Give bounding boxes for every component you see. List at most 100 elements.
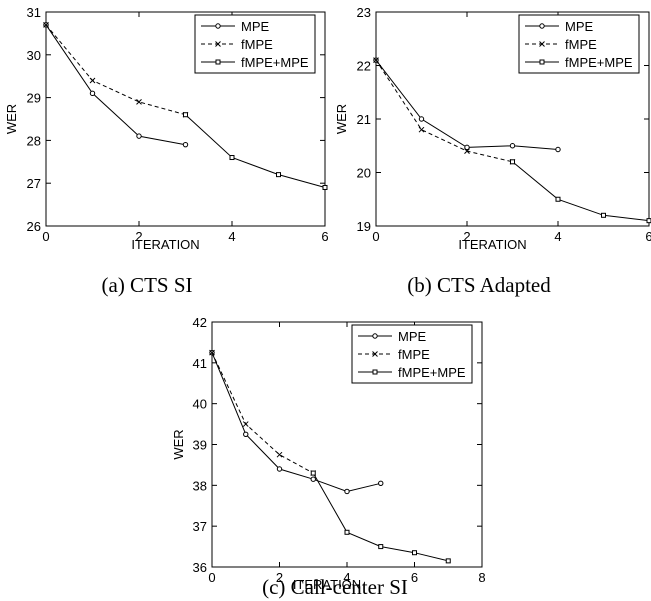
x-tick-label: 2	[135, 229, 142, 244]
x-tick-label: 0	[208, 570, 215, 585]
data-point-fmpe-mpe	[646, 218, 651, 224]
x-tick-label: 0	[42, 229, 49, 244]
x-axis-label: ITERATION	[131, 237, 199, 252]
series-line-fmpe-mpe	[185, 114, 326, 188]
legend-label: MPE	[241, 19, 270, 34]
x-tick-label: 4	[228, 229, 235, 244]
legend-label: fMPE	[241, 37, 273, 52]
y-tick-label: 19	[357, 219, 371, 234]
data-point-fmpe	[209, 349, 215, 356]
y-tick-label: 39	[193, 438, 207, 453]
data-point-fmpe	[136, 99, 142, 105]
series-line-fmpe	[45, 24, 186, 116]
y-tick-label: 23	[357, 5, 371, 20]
data-point-fmpe	[43, 21, 49, 28]
series-line-fmpe	[375, 59, 513, 163]
legend-marker	[372, 351, 378, 357]
legend-label: fMPE+MPE	[398, 365, 466, 380]
legend-marker	[372, 369, 378, 375]
legend-marker	[372, 333, 378, 339]
y-tick-label: 28	[27, 133, 41, 148]
x-tick-label: 4	[343, 570, 350, 585]
data-point-mpe	[243, 431, 249, 437]
data-point-fmpe-mpe	[510, 159, 515, 165]
y-tick-label: 37	[193, 519, 207, 534]
y-tick-label: 38	[193, 478, 207, 493]
y-tick-label: 21	[357, 112, 371, 127]
data-point-mpe	[136, 133, 142, 139]
y-tick-label: 27	[27, 176, 41, 191]
legend-label: fMPE	[398, 347, 430, 362]
data-point-mpe	[378, 480, 384, 486]
data-point-fmpe	[242, 421, 249, 427]
x-tick-label: 6	[645, 229, 651, 244]
data-point-fmpe-mpe	[344, 529, 350, 535]
x-tick-label: 2	[463, 229, 470, 244]
legend: MPE fMPE fMPE+MPE	[351, 324, 473, 384]
y-tick-label: 42	[193, 315, 207, 330]
series-line-mpe	[211, 352, 381, 493]
legend-label: fMPE	[565, 37, 597, 52]
y-tick-label: 20	[357, 166, 371, 181]
legend-label: fMPE+MPE	[565, 55, 633, 70]
data-point-mpe	[464, 144, 470, 151]
data-point-fmpe	[373, 57, 379, 64]
series-line-mpe	[45, 24, 186, 146]
x-tick-label: 4	[554, 229, 561, 244]
plot-frame	[45, 11, 326, 227]
figure-caption: (b) CTS Adapted	[407, 273, 551, 297]
x-tick-label: 8	[478, 570, 485, 585]
y-axis-label: WER	[334, 104, 349, 134]
data-point-fmpe-mpe	[412, 550, 417, 556]
data-point-mpe	[89, 90, 96, 97]
data-point-fmpe	[89, 77, 96, 84]
data-point-fmpe-mpe	[555, 196, 561, 202]
legend-marker	[215, 23, 221, 29]
legend-label: MPE	[398, 329, 427, 344]
y-tick-label: 31	[27, 5, 41, 20]
y-tick-label: 22	[357, 59, 371, 74]
legend-marker	[539, 41, 545, 47]
data-point-mpe	[182, 141, 189, 148]
chart-panel-2: 0 2 4 6 8 36 37 38 39 40 41 42 ITERATION WER MPE fMPE fM…	[171, 315, 486, 599]
x-tick-label: 2	[276, 570, 283, 585]
y-axis-label: WER	[171, 429, 186, 459]
y-tick-label: 30	[27, 48, 41, 63]
data-point-mpe	[509, 143, 516, 149]
legend-label: MPE	[565, 19, 594, 34]
data-point-mpe	[418, 116, 425, 122]
legend-label: fMPE+MPE	[241, 55, 309, 70]
legend-marker	[539, 59, 545, 65]
x-tick-label: 0	[372, 229, 379, 244]
series-line-fmpe-mpe	[512, 161, 650, 222]
figure-caption: (a) CTS SI	[102, 273, 193, 297]
y-tick-label: 29	[27, 91, 41, 106]
y-tick-label: 36	[193, 560, 207, 575]
data-point-fmpe-mpe	[183, 112, 188, 118]
x-tick-label: 6	[411, 570, 418, 585]
data-point-fmpe-mpe	[310, 470, 316, 476]
data-point-fmpe-mpe	[322, 184, 328, 190]
data-point-fmpe-mpe	[378, 544, 384, 550]
legend: MPE fMPE fMPE+MPE	[518, 14, 640, 74]
y-tick-label: 40	[193, 397, 207, 412]
data-point-fmpe	[418, 126, 425, 133]
y-axis-label: WER	[4, 104, 19, 134]
data-point-fmpe-mpe	[229, 155, 235, 161]
data-point-mpe	[310, 476, 316, 482]
data-point-fmpe	[276, 451, 283, 458]
data-point-fmpe	[464, 148, 470, 154]
y-tick-label: 26	[27, 219, 41, 234]
figure-caption: (c) Call-center SI	[262, 575, 408, 599]
x-axis-label: ITERATION	[458, 237, 526, 252]
legend-marker	[539, 23, 545, 29]
data-point-fmpe-mpe	[276, 172, 281, 178]
x-axis-label: ITERATION	[293, 577, 361, 592]
chart-panel-0: 0 2 4 6 26 27 28 29 30 31 ITERATION WER MPE fMPE fMPE+…	[4, 5, 329, 297]
legend-marker	[215, 59, 221, 65]
legend-marker	[215, 41, 221, 47]
x-tick-label: 6	[321, 229, 328, 244]
y-tick-label: 41	[193, 356, 207, 371]
data-point-mpe	[555, 146, 561, 153]
